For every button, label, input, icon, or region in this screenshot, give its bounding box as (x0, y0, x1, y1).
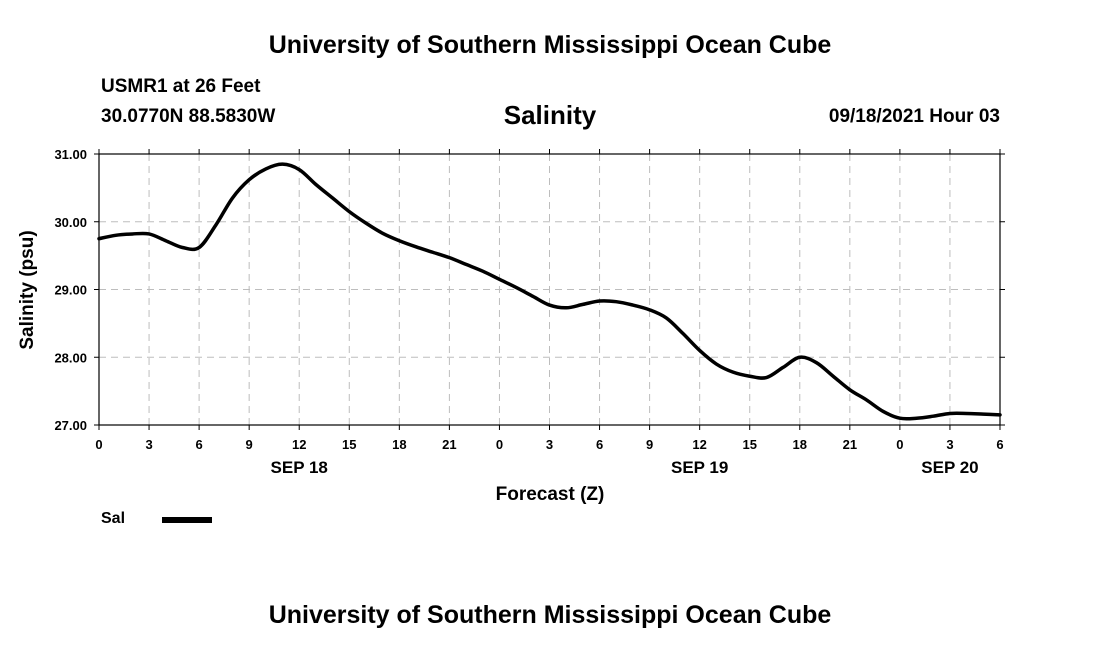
y-axis-label: Salinity (psu) (17, 230, 38, 349)
x-tick-label: 0 (95, 437, 102, 452)
x-tick-label: 18 (392, 437, 406, 452)
x-axis-label: Forecast (Z) (496, 484, 605, 505)
date-labels: SEP 18 SEP 19 SEP 20 (271, 458, 979, 477)
y-tick-label: 29.00 (54, 283, 87, 298)
x-tick-label: 9 (246, 437, 253, 452)
grid-lines (99, 154, 1000, 425)
x-tick-label: 15 (742, 437, 756, 452)
x-tick-label: 6 (195, 437, 202, 452)
x-tick-label: 21 (843, 437, 857, 452)
date-label: SEP 18 (271, 458, 328, 477)
x-tick-label: 15 (342, 437, 356, 452)
chart-title-bottom: University of Southern Mississippi Ocean… (268, 601, 832, 629)
x-tick-label: 6 (596, 437, 603, 452)
x-tick-label: 12 (292, 437, 306, 452)
x-tick-label: 6 (996, 437, 1003, 452)
plot-title: Salinity (503, 100, 597, 130)
date-label: SEP 20 (921, 458, 978, 477)
forecast-datetime: 09/18/2021 Hour 03 (828, 106, 1000, 127)
plot-frame (94, 149, 1005, 430)
x-tick-label: 0 (496, 437, 503, 452)
x-tick-label: 3 (546, 437, 553, 452)
x-tick-label: 3 (145, 437, 152, 452)
y-tick-label: 28.00 (54, 350, 87, 365)
date-label: SEP 19 (671, 458, 728, 477)
y-tick-label: 31.00 (54, 147, 87, 162)
legend-swatch (162, 517, 212, 523)
y-tick-label: 27.00 (54, 418, 87, 433)
series-line-sal (97, 162, 1002, 421)
plot-border (98, 153, 1001, 426)
x-tick-label: 0 (896, 437, 903, 452)
legend-label: Sal (101, 510, 126, 527)
y-axis: 27.00 28.00 29.00 30.00 31.00 (54, 147, 87, 433)
station-coordinates: 30.0770N 88.5830W (101, 106, 276, 127)
x-tick-label: 18 (793, 437, 807, 452)
y-tick-label: 30.00 (54, 215, 87, 230)
x-tick-label: 12 (692, 437, 706, 452)
station-label: USMR1 at 26 Feet (101, 76, 261, 97)
x-tick-label: 9 (646, 437, 653, 452)
chart-title-top: University of Southern Mississippi Ocean… (268, 31, 832, 59)
x-tick-label: 3 (946, 437, 953, 452)
x-axis: 0 3 6 9 12 15 18 21 0 3 6 9 12 15 18 21 0 3 6 (95, 437, 1003, 452)
series-layer (97, 162, 1002, 421)
x-tick-label: 21 (442, 437, 456, 452)
